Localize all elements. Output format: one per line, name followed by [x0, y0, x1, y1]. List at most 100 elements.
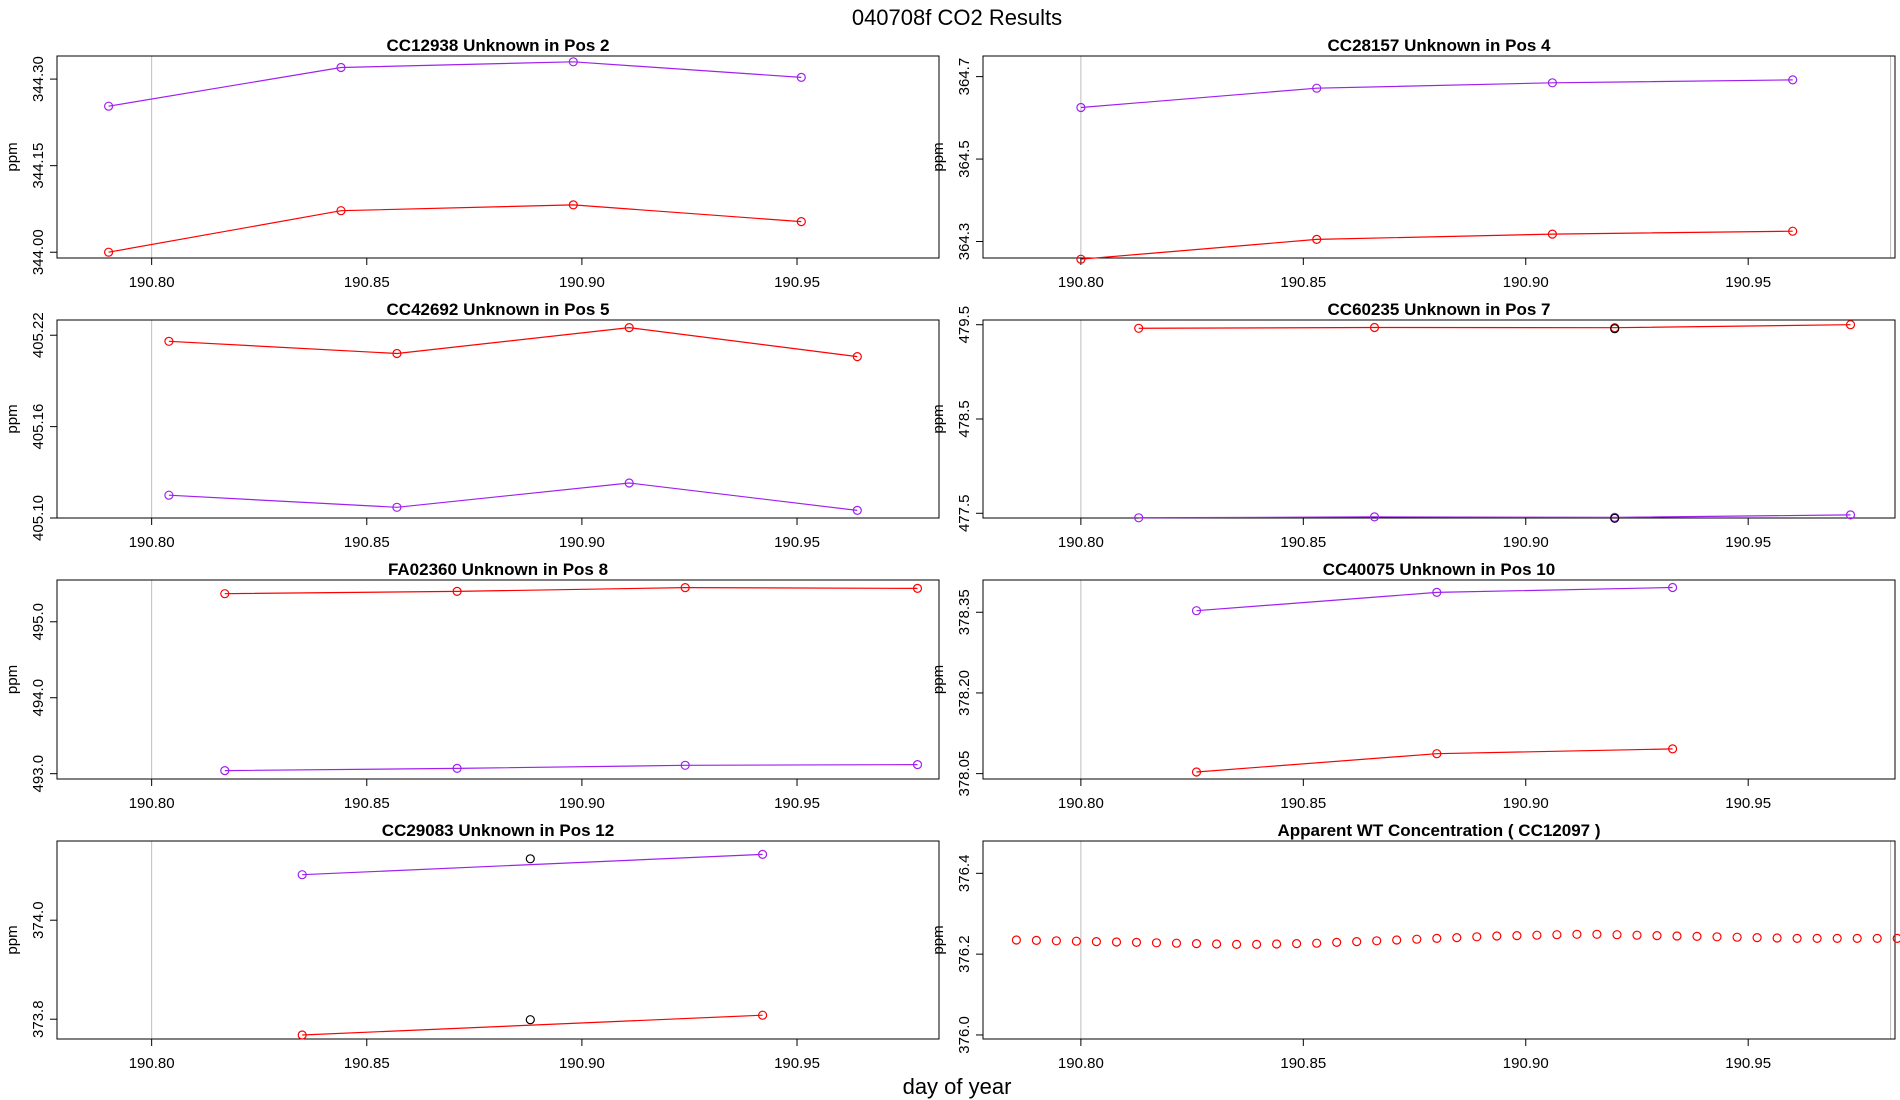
y-tick-label: 479.5 [956, 306, 973, 344]
data-point-red [852, 352, 862, 362]
series-line-purple [1196, 586, 1673, 612]
panel-4: CC60235 Unknown in Pos 7 ppm 190.80 190.85 1… [930, 300, 1896, 551]
y-axis-label: ppm [4, 142, 21, 171]
y-tick-label: 364.7 [956, 58, 973, 96]
data-point-red [1134, 323, 1144, 333]
data-point-red [1845, 320, 1856, 330]
panel-title: Apparent WT Concentration ( CC12097 ) [1277, 821, 1600, 840]
data-point-red [1076, 254, 1086, 264]
y-tick-label: 376.0 [956, 1016, 973, 1054]
data-point-red [1672, 931, 1682, 941]
data-point-red [757, 1010, 768, 1020]
data-point-red [297, 1030, 307, 1040]
data-point-red [1752, 932, 1762, 943]
plot-frame [56, 319, 940, 519]
x-tick-label: 190.90 [1503, 534, 1549, 551]
data-point-purple [757, 849, 768, 860]
y-tick-label: 376.4 [956, 855, 973, 893]
data-point-red [1031, 935, 1042, 946]
panel-title: CC29083 Unknown in Pos 12 [382, 821, 614, 840]
data-point-red [1892, 933, 1900, 943]
panel-title: CC12938 Unknown in Pos 2 [387, 36, 610, 55]
data-point-red [1312, 938, 1322, 948]
data-point-red [1352, 936, 1362, 947]
x-tick-label: 190.95 [1725, 1055, 1771, 1072]
data-point-purple [1369, 512, 1380, 522]
x-tick-label: 190.85 [344, 534, 390, 551]
data-point-red [1211, 939, 1222, 949]
y-tick-label: 405.22 [30, 312, 47, 358]
x-tick-label: 190.90 [559, 795, 605, 812]
series-line-red [108, 204, 802, 253]
x-tick-label: 190.90 [1503, 274, 1549, 291]
data-point-purple [452, 763, 462, 774]
data-point-red [1312, 234, 1322, 244]
x-tick-label: 190.85 [1280, 534, 1326, 551]
data-point-red [452, 586, 462, 597]
x-tick-label: 190.80 [129, 274, 175, 291]
figure-title: 040708f CO2 Results [852, 5, 1062, 30]
data-point-red [392, 348, 402, 359]
data-point-red [1452, 932, 1462, 943]
data-point-purple [624, 478, 634, 488]
y-tick-label: 495.0 [30, 603, 47, 641]
panel-6: CC40075 Unknown in Pos 10 ppm 190.80 190.85… [930, 560, 1896, 812]
data-point-purple [1845, 510, 1856, 520]
series-line-red [302, 1014, 763, 1036]
data-point-red [1291, 938, 1302, 949]
series-line-purple [168, 482, 858, 511]
x-tick-label: 190.85 [344, 1055, 390, 1072]
data-point-purple [1432, 587, 1442, 598]
series-line-red [1138, 324, 1851, 329]
panel-title: CC40075 Unknown in Pos 10 [1323, 560, 1555, 579]
x-tick-label: 190.90 [1503, 1055, 1549, 1072]
data-point-red [1788, 226, 1798, 236]
data-point-red [1792, 933, 1802, 944]
data-point-purple [103, 101, 114, 111]
panel-8: Apparent WT Concentration ( CC12097 ) ppm… [930, 821, 1900, 1072]
data-point-red [1151, 938, 1162, 948]
data-point-red [1412, 934, 1422, 944]
x-tick-label: 190.85 [1280, 1055, 1326, 1072]
y-tick-label: 405.10 [30, 495, 47, 541]
series-line-red [168, 326, 858, 358]
series-line-purple [224, 763, 918, 772]
y-tick-label: 364.3 [956, 223, 973, 261]
data-point-red [1111, 937, 1122, 947]
data-point-black [1610, 324, 1620, 334]
y-tick-label: 378.35 [956, 589, 973, 635]
y-tick-label: 376.2 [956, 935, 973, 973]
x-axis-label: day of year [903, 1074, 1012, 1099]
y-axis-label: ppm [930, 665, 947, 694]
data-point-red [1171, 938, 1182, 948]
x-tick-label: 190.80 [1058, 795, 1104, 812]
x-tick-label: 190.90 [1503, 795, 1549, 812]
data-point-red [1712, 932, 1722, 942]
data-point-red [103, 247, 114, 257]
y-tick-label: 405.16 [30, 404, 47, 450]
data-point-red [1472, 932, 1482, 942]
x-tick-label: 190.95 [1725, 795, 1771, 812]
y-tick-label: 378.20 [956, 670, 973, 716]
data-point-red [1091, 936, 1102, 947]
x-tick-label: 190.95 [774, 795, 820, 812]
data-point-red [1432, 933, 1442, 944]
data-point-purple [1076, 102, 1086, 113]
plot-frame [56, 579, 940, 780]
data-point-red [1632, 930, 1642, 940]
plot-frame [56, 840, 940, 1040]
y-tick-label: 364.5 [956, 140, 973, 178]
plot-frame [982, 579, 1896, 780]
panel-5: FA02360 Unknown in Pos 8 ppm 190.80 190.85 1… [4, 560, 940, 812]
data-point-red [1592, 929, 1602, 939]
data-point-black [525, 1015, 535, 1025]
x-tick-label: 190.85 [344, 795, 390, 812]
y-tick-label: 493.0 [30, 755, 47, 793]
y-tick-label: 344.15 [30, 143, 47, 189]
y-tick-label: 374.0 [30, 901, 47, 939]
x-tick-label: 190.95 [1725, 534, 1771, 551]
panel-7: CC29083 Unknown in Pos 12 ppm 190.80 190.85… [4, 821, 940, 1072]
x-tick-label: 190.80 [129, 534, 175, 551]
data-point-red [1332, 937, 1342, 948]
data-point-purple [796, 72, 806, 83]
